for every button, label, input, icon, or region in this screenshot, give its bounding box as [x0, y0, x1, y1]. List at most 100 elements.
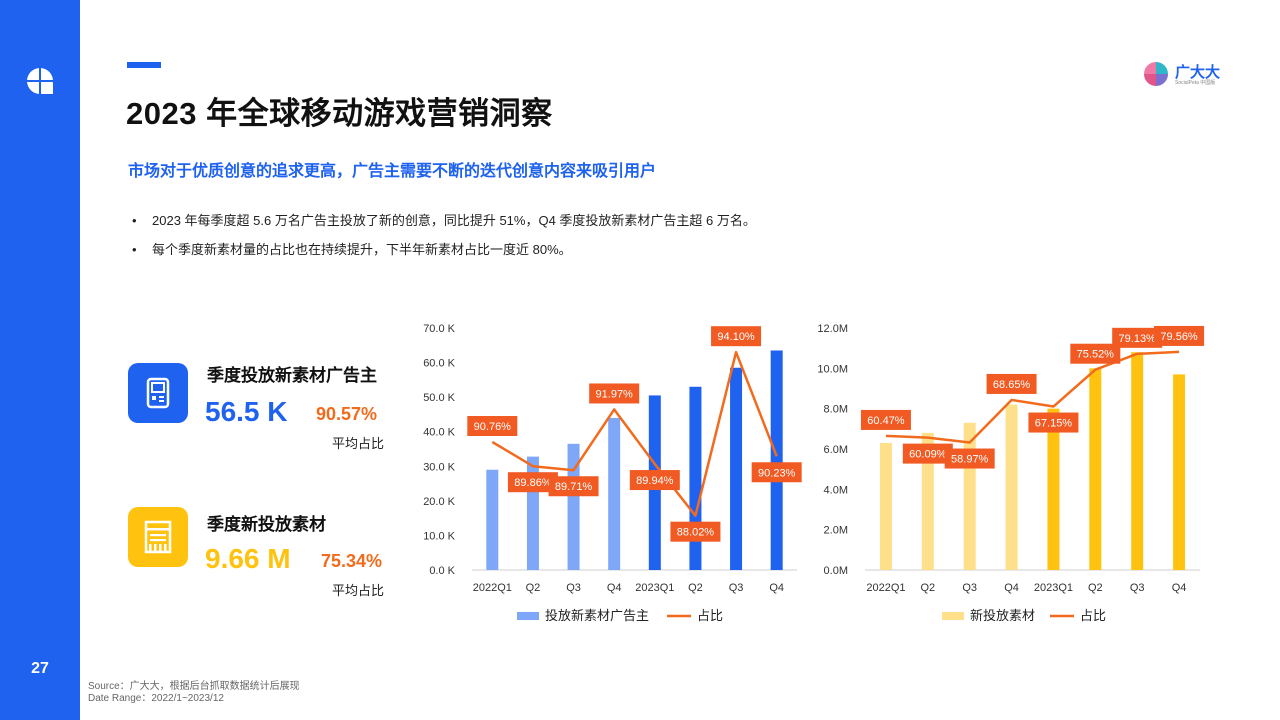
bullet-text: 每个季度新素材量的占比也在持续提升，下半年新素材占比一度近 80%。 — [152, 242, 572, 257]
data-label-box — [1028, 412, 1079, 433]
y-tick-label: 60.0 K — [423, 358, 455, 370]
data-label-box — [467, 416, 518, 437]
legend-bar-swatch — [942, 612, 964, 620]
legend-bar-swatch — [517, 612, 539, 620]
y-tick-label: 2.0M — [824, 525, 848, 537]
bullet-item: • 每个季度新素材量的占比也在持续提升，下半年新素材占比一度近 80%。 — [132, 242, 572, 257]
data-label-box — [751, 462, 802, 483]
y-tick-label: 0.0M — [824, 565, 848, 577]
data-label: 68.65% — [993, 379, 1031, 391]
brand-subtitle: SocialPeta 中国版 — [1175, 80, 1216, 86]
data-label-box — [1112, 327, 1163, 348]
y-tick-label: 6.0M — [824, 444, 848, 456]
x-tick-label: Q2 — [688, 582, 703, 594]
stat-percent-label: 平均占比 — [332, 436, 385, 451]
stat-percent-label: 平均占比 — [332, 583, 385, 598]
legend-label: 占比 — [1080, 608, 1106, 623]
bullet-item: • 2023 年每季度超 5.6 万名广告主投放了新的创意，同比提升 51%，Q4… — [132, 213, 756, 228]
y-tick-label: 0.0 K — [429, 565, 455, 577]
footer-source: Source：广大大，根据后台抓取数据统计后展现 — [88, 681, 300, 692]
y-tick-label: 20.0 K — [423, 496, 455, 508]
data-label: 89.71% — [555, 481, 593, 493]
data-label: 90.23% — [758, 467, 796, 479]
y-tick-label: 8.0M — [824, 404, 848, 416]
data-label-box — [670, 521, 721, 542]
data-label: 89.86% — [514, 477, 552, 489]
data-label: 79.56% — [1160, 331, 1198, 343]
legend-label: 新投放素材 — [970, 608, 1035, 623]
x-tick-label: Q4 — [607, 582, 622, 594]
bar — [1089, 368, 1102, 570]
title-accent-bar — [127, 62, 161, 68]
data-label-box — [548, 476, 599, 497]
y-tick-label: 12.0M — [817, 323, 848, 335]
data-label: 91.97% — [596, 388, 634, 400]
footer: Source：广大大，根据后台抓取数据统计后展现 Date Range：2022… — [88, 681, 300, 705]
bar — [1005, 404, 1018, 570]
data-label-box — [860, 409, 911, 430]
legend-label: 投放新素材广告主 — [545, 608, 649, 623]
bar — [1173, 374, 1186, 570]
brand-name: 广大大 — [1175, 64, 1221, 81]
data-label: 94.10% — [717, 331, 755, 343]
brand-mark-icon — [1144, 62, 1168, 86]
x-tick-label: 2023Q1 — [635, 582, 674, 594]
y-tick-label: 30.0 K — [423, 461, 455, 473]
data-label-box — [711, 326, 762, 347]
game-console-icon — [128, 363, 188, 423]
data-label-box — [1070, 343, 1121, 364]
legend-label: 占比 — [697, 608, 723, 623]
logo-icon — [27, 68, 53, 94]
stat-value: 56.5 K — [205, 396, 288, 427]
film-strip-icon — [128, 507, 188, 567]
y-tick-label: 50.0 K — [423, 392, 455, 404]
x-tick-label: Q3 — [1130, 582, 1145, 594]
bar — [567, 443, 580, 570]
data-label: 67.15% — [1035, 418, 1073, 430]
data-label-box — [629, 470, 680, 491]
y-tick-label: 4.0M — [824, 484, 848, 496]
advertisers-chart: 0.0 K 10.0 K 20.0 K 30.0 K 40.0 K 50.0 K 60.0 … — [423, 323, 802, 623]
data-label: 60.47% — [867, 415, 905, 427]
sidebar: 27 — [0, 0, 80, 720]
data-label-box — [986, 373, 1037, 394]
series-line — [885, 350, 1180, 444]
x-tick-label: Q2 — [526, 582, 541, 594]
bar — [963, 422, 976, 570]
brand-logo: 广大大 SocialPeta 中国版 — [1143, 59, 1233, 89]
bar — [770, 350, 783, 570]
x-tick-label: 2022Q1 — [866, 582, 905, 594]
x-tick-label: Q2 — [1088, 582, 1103, 594]
page-number: 27 — [31, 660, 49, 677]
bullet-text: 2023 年每季度超 5.6 万名广告主投放了新的创意，同比提升 51%，Q4 … — [152, 213, 756, 228]
x-tick-label: Q4 — [1172, 582, 1187, 594]
data-label-box — [902, 443, 953, 464]
y-tick-label: 10.0 K — [423, 530, 455, 542]
data-label: 58.97% — [951, 454, 989, 466]
bar — [921, 432, 934, 570]
data-label-box — [589, 383, 640, 404]
y-tick-label: 70.0 K — [423, 323, 455, 335]
x-tick-label: Q3 — [962, 582, 977, 594]
x-tick-label: Q4 — [769, 582, 784, 594]
bar — [730, 367, 743, 570]
bar — [1047, 408, 1060, 570]
y-tick-label: 40.0 K — [423, 427, 455, 439]
bar — [608, 417, 621, 570]
data-label-box — [944, 448, 995, 469]
bar — [486, 469, 499, 570]
stat-label: 季度新投放素材 — [207, 515, 326, 534]
series-line — [491, 350, 778, 517]
data-label: 88.02% — [677, 527, 715, 539]
footer-date-range: Date Range：2022/1~2023/12 — [88, 693, 224, 704]
stat-percent: 90.57% — [316, 404, 378, 424]
bar — [689, 386, 702, 570]
data-label: 75.52% — [1077, 349, 1115, 361]
x-tick-label: Q2 — [920, 582, 935, 594]
x-tick-label: Q4 — [1004, 582, 1019, 594]
data-label: 60.09% — [909, 449, 947, 461]
x-tick-label: Q3 — [566, 582, 581, 594]
page-title: 2023 年全球移动游戏营销洞察 — [126, 96, 553, 131]
x-tick-label: 2023Q1 — [1034, 582, 1073, 594]
stat-value: 9.66 M — [205, 543, 291, 574]
